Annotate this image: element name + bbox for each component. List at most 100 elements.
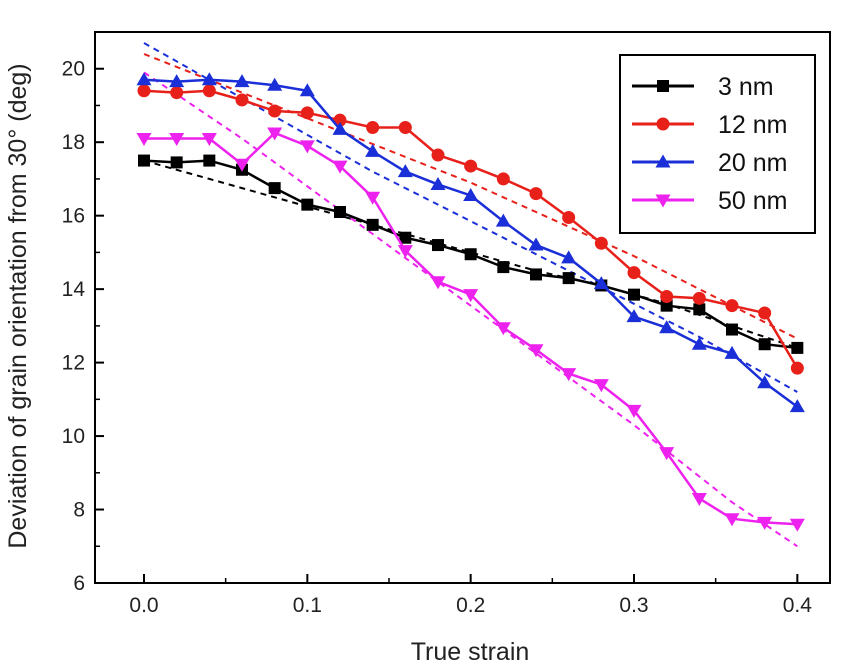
data-point <box>430 276 446 290</box>
data-point <box>627 266 641 280</box>
data-point <box>366 121 380 135</box>
data-point <box>169 133 185 147</box>
data-point <box>267 77 283 91</box>
data-point <box>691 336 707 350</box>
data-point <box>789 399 805 413</box>
y-tick-label: 6 <box>73 572 85 595</box>
data-point <box>432 239 444 252</box>
data-point <box>528 237 544 251</box>
data-point <box>464 248 477 261</box>
legend-marker <box>656 117 670 131</box>
data-point <box>593 379 609 393</box>
data-point <box>757 516 773 530</box>
legend-label: 50 nm <box>718 187 787 215</box>
data-point <box>137 84 151 98</box>
y-tick-label: 18 <box>62 131 85 154</box>
data-point <box>724 513 740 527</box>
legend-label: 12 nm <box>718 111 787 139</box>
x-tick-label: 0.0 <box>129 594 158 617</box>
x-tick-label: 0.3 <box>619 594 648 617</box>
data-point <box>463 289 479 303</box>
y-tick-label: 14 <box>62 278 86 301</box>
data-point <box>201 133 217 147</box>
data-point <box>399 231 412 244</box>
data-point <box>790 361 804 375</box>
data-point <box>561 368 577 382</box>
data-point <box>201 72 217 86</box>
data-point <box>202 84 216 98</box>
y-tick-label: 10 <box>62 425 85 448</box>
data-point <box>626 309 642 323</box>
data-point <box>693 303 706 316</box>
data-point <box>789 518 805 532</box>
plot-frame <box>94 31 831 584</box>
data-point <box>791 341 804 354</box>
series-group <box>136 127 805 532</box>
series-group <box>136 72 805 413</box>
data-point <box>169 74 185 88</box>
data-point <box>495 322 511 336</box>
legend-label: 20 nm <box>718 149 787 177</box>
data-point <box>626 404 642 418</box>
data-point <box>365 191 381 205</box>
data-point <box>463 187 479 201</box>
data-point <box>725 299 739 313</box>
legend-entry: 50 nm <box>632 187 787 215</box>
data-point <box>136 133 152 147</box>
data-point <box>758 338 771 351</box>
legend-marker <box>655 194 671 208</box>
x-tick-label: 0.4 <box>783 594 813 617</box>
fit-line <box>143 71 798 548</box>
data-point <box>334 205 346 218</box>
data-point <box>562 272 575 285</box>
data-point <box>365 143 381 157</box>
data-point <box>528 344 544 358</box>
data-point <box>495 213 511 227</box>
data-point <box>692 291 706 305</box>
data-point <box>301 198 314 211</box>
axis-ticks <box>95 67 799 584</box>
data-point <box>397 164 413 178</box>
y-tick-label: 8 <box>73 499 85 522</box>
data-point <box>726 323 738 336</box>
data-point <box>529 187 543 201</box>
data-point <box>496 172 510 186</box>
data-point <box>332 121 348 135</box>
data-point <box>366 218 379 231</box>
legend-label: 3 nm <box>718 73 774 101</box>
data-point <box>724 345 740 359</box>
series-group <box>137 84 804 375</box>
data-point <box>431 148 445 162</box>
data-point <box>203 154 216 167</box>
data-point <box>660 289 674 303</box>
data-point <box>464 159 478 173</box>
data-point <box>593 276 609 290</box>
fit-line <box>143 159 798 349</box>
data-point <box>430 176 446 190</box>
legend-entry: 3 nm <box>632 73 774 101</box>
data-point <box>268 104 282 118</box>
legend-items: 3 nm 12 nm 20 nm 50 nm <box>632 73 787 215</box>
data-point <box>235 93 249 107</box>
data-point <box>398 121 412 135</box>
data-point <box>300 106 314 120</box>
legend-marker <box>657 80 669 92</box>
data-point <box>299 140 315 154</box>
data-point <box>757 375 773 389</box>
tick-labels: 0.0 0.1 0.2 0.3 0.4 6 8 10 12 14 16 18 20 <box>62 58 813 617</box>
x-tick-label: 0.2 <box>456 594 485 617</box>
data-point <box>267 127 283 141</box>
x-axis-title: True strain <box>411 638 530 666</box>
data-point <box>561 250 577 264</box>
legend: 3 nm 12 nm 20 nm 50 nm <box>619 54 816 234</box>
data-point <box>333 113 347 127</box>
data-point <box>562 211 576 225</box>
data-point <box>594 236 608 250</box>
data-point <box>659 320 675 334</box>
data-point <box>758 306 772 320</box>
data-point <box>268 182 281 195</box>
data-point <box>497 261 510 274</box>
data-point <box>397 245 413 259</box>
data-point <box>138 154 150 167</box>
